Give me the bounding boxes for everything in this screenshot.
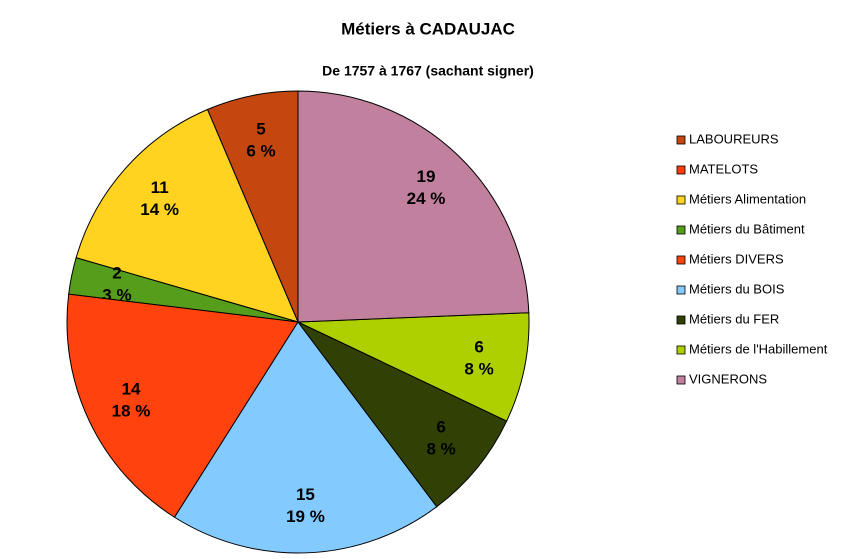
chart-subtitle: De 1757 à 1767 (sachant signer) xyxy=(322,63,534,79)
percent-label: 6 % xyxy=(246,141,275,160)
value-label: 6 xyxy=(474,337,483,356)
legend-swatch xyxy=(676,315,686,325)
legend-swatch xyxy=(676,375,686,385)
legend-label: MATELOTS xyxy=(689,161,758,176)
value-label: 15 xyxy=(296,485,315,504)
legend-swatch xyxy=(676,195,686,205)
pie-slice xyxy=(173,321,438,554)
pie-slice xyxy=(75,108,299,323)
value-label: 19 xyxy=(417,167,436,186)
legend-label: VIGNERONS xyxy=(689,371,767,386)
legend-label: LABOUREURS xyxy=(689,131,779,146)
legend-label: Métiers du FER xyxy=(689,311,779,326)
percent-label: 24 % xyxy=(407,189,446,208)
legend-swatch xyxy=(676,135,686,145)
value-label: 5 xyxy=(256,119,265,138)
pie-slice xyxy=(297,90,530,323)
legend-swatch xyxy=(676,225,686,235)
value-label: 2 xyxy=(112,264,121,283)
percent-label: 8 % xyxy=(464,359,493,378)
legend-swatch xyxy=(676,165,686,175)
value-label: 11 xyxy=(151,178,169,197)
chart-title: Métiers à CADAUJAC xyxy=(341,19,515,38)
legend-label: Métiers DIVERS xyxy=(689,251,784,266)
percent-label: 19 % xyxy=(286,507,325,526)
pie-slice xyxy=(66,293,299,518)
legend-label: Métiers Alimentation xyxy=(689,191,806,206)
value-label: 14 xyxy=(122,380,141,399)
legend-label: Métiers du Bâtiment xyxy=(689,221,805,236)
legend-label: Métiers du BOIS xyxy=(689,281,785,296)
legend-swatch xyxy=(676,345,686,355)
percent-label: 18 % xyxy=(112,402,151,421)
pie-slice xyxy=(297,312,530,422)
legend-swatch xyxy=(676,255,686,265)
legend-label: Métiers de l'Habillement xyxy=(689,341,828,356)
pie-slice xyxy=(297,321,508,508)
value-label: 6 xyxy=(436,417,445,436)
legend-swatch xyxy=(676,285,686,295)
percent-label: 14 % xyxy=(140,200,179,219)
percent-label: 8 % xyxy=(426,439,455,458)
